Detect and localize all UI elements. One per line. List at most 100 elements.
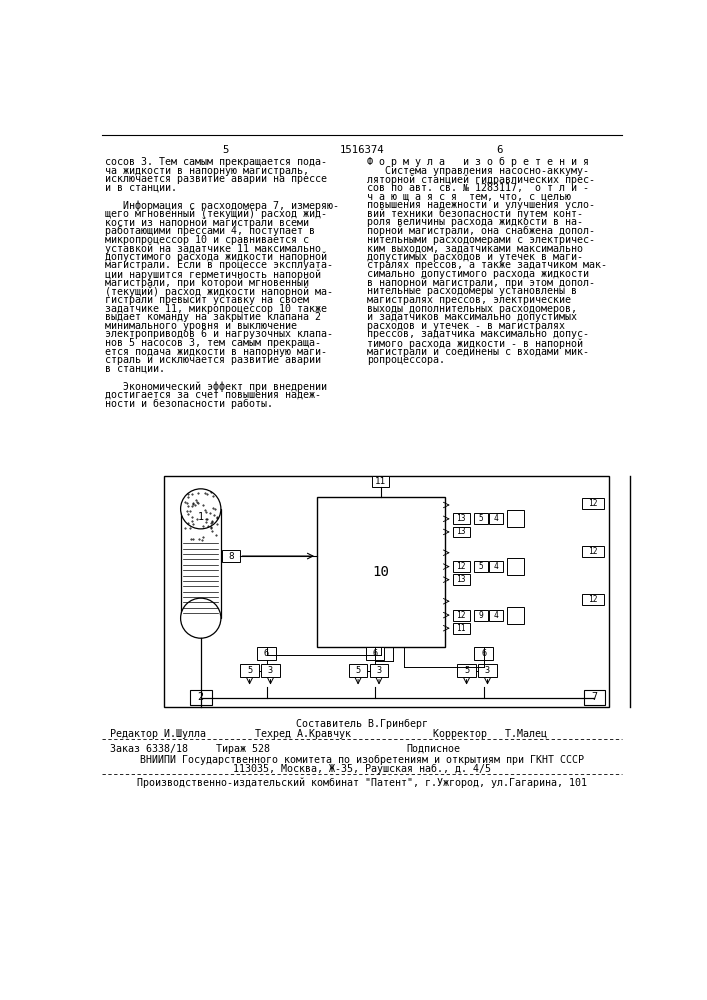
Bar (370, 664, 388, 677)
Bar (452, 574, 469, 585)
Text: 5: 5 (464, 666, 469, 675)
Bar (582, 498, 604, 509)
Text: допустимого расхода жидкости напорной: допустимого расхода жидкости напорной (105, 252, 327, 262)
Text: в напорной магистрали, при этом допол-: в напорной магистрали, при этом допол- (368, 278, 595, 288)
Bar (507, 558, 524, 575)
Text: нительными расходомерами с электричес-: нительными расходомерами с электричес- (368, 235, 595, 245)
Text: симально допустимого расхода жидкости: симально допустимого расхода жидкости (368, 269, 590, 279)
Text: 12: 12 (457, 611, 466, 620)
Text: роля величины расхода жидкости в на-: роля величины расхода жидкости в на- (368, 217, 583, 227)
Text: щего мгновенный (текущий) расход жид-: щего мгновенный (текущий) расход жид- (105, 209, 327, 219)
Text: 6: 6 (481, 649, 486, 658)
Text: работающими прессами 4, поступает в: работающими прессами 4, поступает в (105, 226, 315, 236)
Bar (257, 647, 276, 660)
Text: ляторной станцией гидравлических прес-: ляторной станцией гидравлических прес- (368, 174, 595, 185)
Bar (180, 509, 221, 618)
Bar (317, 497, 445, 647)
Text: 4: 4 (493, 514, 498, 523)
Text: ропроцессора.: ропроцессора. (368, 355, 445, 365)
Text: Составитель В.Гринберг: Составитель В.Гринберг (296, 719, 428, 729)
Bar (474, 513, 488, 524)
Text: сосов 3. Тем самым прекращается пода-: сосов 3. Тем самым прекращается пода- (105, 157, 327, 167)
Text: магистрали и соединены с входами мик-: магистрали и соединены с входами мик- (368, 347, 590, 357)
Text: 5: 5 (478, 562, 483, 571)
Text: Экономический эффект при внедрении: Экономический эффект при внедрении (105, 381, 327, 392)
Text: (текущий) расход жидкости напорной ма-: (текущий) расход жидкости напорной ма- (105, 286, 334, 297)
Text: порной магистрали, она снабжена допол-: порной магистрали, она снабжена допол- (368, 226, 595, 236)
Text: исключается развитие аварии на прессе: исключается развитие аварии на прессе (105, 174, 327, 184)
Text: ким выходом, задатчиками максимально: ким выходом, задатчиками максимально (368, 243, 583, 253)
Text: расходов и утечек - в магистралях: расходов и утечек - в магистралях (368, 321, 566, 331)
Text: 1: 1 (198, 512, 204, 522)
Bar (583, 690, 605, 705)
Bar (452, 513, 469, 524)
Text: задатчике 11, микропроцессор 10 также: задатчике 11, микропроцессор 10 также (105, 304, 327, 314)
Text: 3: 3 (268, 666, 273, 675)
Bar (223, 550, 240, 562)
Text: микропроцессор 10 и сравнивается с: микропроцессор 10 и сравнивается с (105, 235, 310, 245)
Text: Информация с расходомера 7, измеряю-: Информация с расходомера 7, измеряю- (105, 200, 339, 211)
Text: ции нарушится герметичность напорной: ции нарушится герметичность напорной (105, 269, 322, 280)
Text: магистралях прессов, электрические: магистралях прессов, электрические (368, 295, 571, 305)
Text: 6: 6 (264, 649, 269, 658)
Bar (452, 527, 469, 537)
Text: магистрали. Если в процессе эксплуата-: магистрали. Если в процессе эксплуата- (105, 260, 334, 270)
Text: 113035, Москва, Ж-35, Раушская наб., д. 4/5: 113035, Москва, Ж-35, Раушская наб., д. … (233, 764, 491, 774)
Text: 11: 11 (375, 477, 387, 486)
Bar (366, 647, 385, 660)
Bar (261, 664, 280, 677)
Ellipse shape (180, 489, 221, 529)
Text: 6: 6 (373, 649, 378, 658)
Text: 11: 11 (457, 624, 466, 633)
Bar (489, 610, 503, 620)
Text: в станции.: в станции. (105, 364, 165, 374)
Ellipse shape (180, 598, 221, 638)
Bar (507, 510, 524, 527)
Text: 12: 12 (588, 547, 597, 556)
Bar (452, 561, 469, 572)
Text: повышения надежности и улучшения усло-: повышения надежности и улучшения усло- (368, 200, 595, 210)
Bar (373, 476, 390, 487)
Bar (452, 610, 469, 620)
Bar (474, 647, 493, 660)
Text: 3: 3 (485, 666, 490, 675)
Text: 12: 12 (588, 595, 597, 604)
Text: Техред А.Кравчук: Техред А.Кравчук (255, 729, 351, 739)
Text: уставкой на задатчике 11 максимально: уставкой на задатчике 11 максимально (105, 243, 322, 254)
Text: магистрали, при которой мгновенный: магистрали, при которой мгновенный (105, 278, 310, 288)
Bar (163, 476, 609, 707)
Bar (240, 664, 259, 677)
Text: вий техники безопасности путем конт-: вий техники безопасности путем конт- (368, 209, 583, 219)
Text: 4: 4 (493, 611, 498, 620)
Text: ности и безопасности работы.: ности и безопасности работы. (105, 398, 274, 409)
Text: тимого расхода жидкости - в напорной: тимого расхода жидкости - в напорной (368, 338, 583, 349)
Text: нов 5 насосов 3, тем самым прекраща-: нов 5 насосов 3, тем самым прекраща- (105, 338, 322, 348)
Bar (582, 546, 604, 557)
Bar (478, 664, 497, 677)
Text: 12: 12 (457, 562, 466, 571)
Text: 6: 6 (496, 145, 502, 155)
Text: допустимых расходов и утечек в маги-: допустимых расходов и утечек в маги- (368, 252, 583, 262)
Bar (489, 561, 503, 572)
Text: 2: 2 (198, 692, 204, 702)
Text: электроприводов 6 и нагрузочных клапа-: электроприводов 6 и нагрузочных клапа- (105, 329, 334, 339)
Text: выходы дополнительных расходомеров,: выходы дополнительных расходомеров, (368, 304, 578, 314)
Text: кости из напорной магистрали всеми: кости из напорной магистрали всеми (105, 217, 310, 228)
Text: 10: 10 (373, 565, 390, 579)
Text: 1516374: 1516374 (339, 145, 385, 155)
Text: Производственно-издательский комбинат "Патент", г.Ужгород, ул.Гагарина, 101: Производственно-издательский комбинат "П… (137, 778, 587, 788)
Text: Корректор   Т.Малец: Корректор Т.Малец (433, 729, 547, 739)
Text: Заказ 6338/18: Заказ 6338/18 (110, 744, 188, 754)
Text: гистрали превысит уставку на своем: гистрали превысит уставку на своем (105, 295, 310, 305)
Bar (489, 513, 503, 524)
Text: сов по авт. св. № 1283117,  о т л и -: сов по авт. св. № 1283117, о т л и - (368, 183, 590, 193)
Bar (190, 690, 211, 705)
Bar (452, 623, 469, 634)
Text: ВНИИПИ Государственного комитета по изобретениям и открытиям при ГКНТ СССР: ВНИИПИ Государственного комитета по изоб… (140, 754, 584, 765)
Text: и в станции.: и в станции. (105, 183, 177, 193)
Text: нительные расходомеры установлены в: нительные расходомеры установлены в (368, 286, 578, 296)
Text: выдает команду на закрытие клапана 2: выдает команду на закрытие клапана 2 (105, 312, 322, 322)
Text: 5: 5 (478, 514, 483, 523)
Text: прессов, задатчика максимально допус-: прессов, задатчика максимально допус- (368, 329, 590, 339)
Text: 5: 5 (247, 666, 252, 675)
